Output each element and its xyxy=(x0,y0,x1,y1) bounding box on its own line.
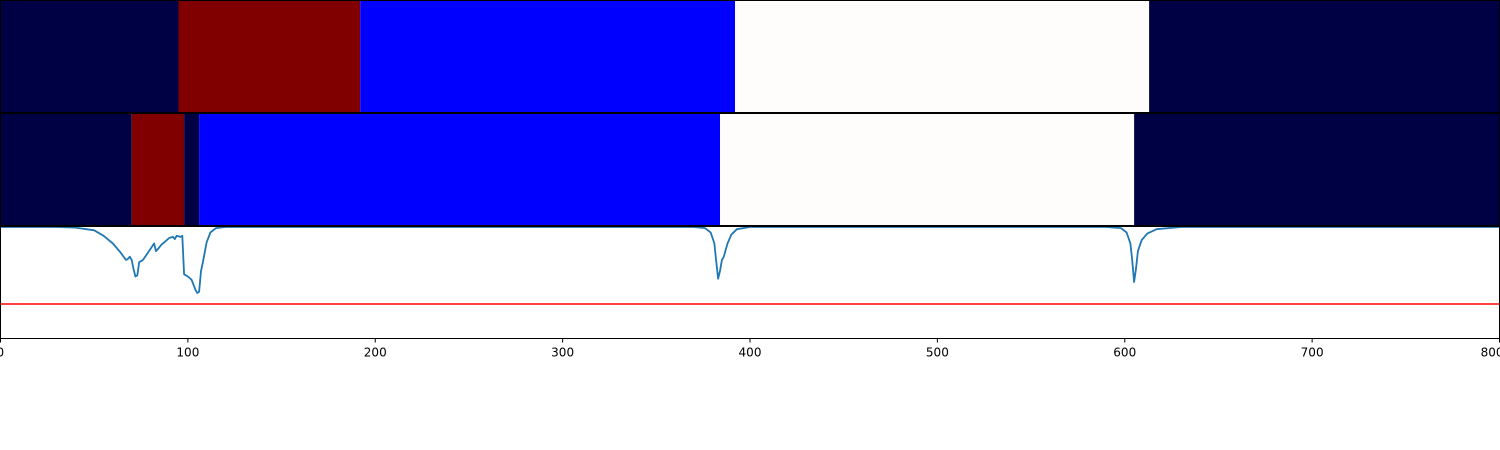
x-tick-label: 200 xyxy=(364,346,387,360)
track-1-segment-4 xyxy=(735,0,1150,113)
track-2-segment-4 xyxy=(199,113,721,226)
x-tick-label: 0 xyxy=(0,346,4,360)
segment-track-1 xyxy=(0,0,1500,113)
track-1-segment-5 xyxy=(1149,0,1500,113)
signal-series-line xyxy=(0,226,1500,294)
track-2-segment-6 xyxy=(1134,113,1500,226)
track-1-segment-2 xyxy=(178,0,361,113)
track-1-segment-1 xyxy=(0,0,179,113)
segment-track-2 xyxy=(0,113,1500,226)
x-tick-label: 800 xyxy=(1481,346,1500,360)
track-2-segment-5 xyxy=(720,113,1135,226)
x-tick-label: 500 xyxy=(926,346,949,360)
track-2-segment-3 xyxy=(184,113,200,226)
x-tick-label: 100 xyxy=(176,346,199,360)
track-1-segment-3 xyxy=(360,0,736,113)
x-axis: 0 100 200 300 400 500 600 700 800 xyxy=(0,338,1500,360)
x-tick-label: 600 xyxy=(1113,346,1136,360)
x-tick-label: 300 xyxy=(551,346,574,360)
track-2-segment-1 xyxy=(0,113,132,226)
signal-panel-frame xyxy=(0,226,1500,339)
x-tick-label: 400 xyxy=(739,346,762,360)
x-tick-label: 700 xyxy=(1301,346,1324,360)
track-2-segment-2 xyxy=(131,113,185,226)
signal-panel xyxy=(0,226,1500,305)
